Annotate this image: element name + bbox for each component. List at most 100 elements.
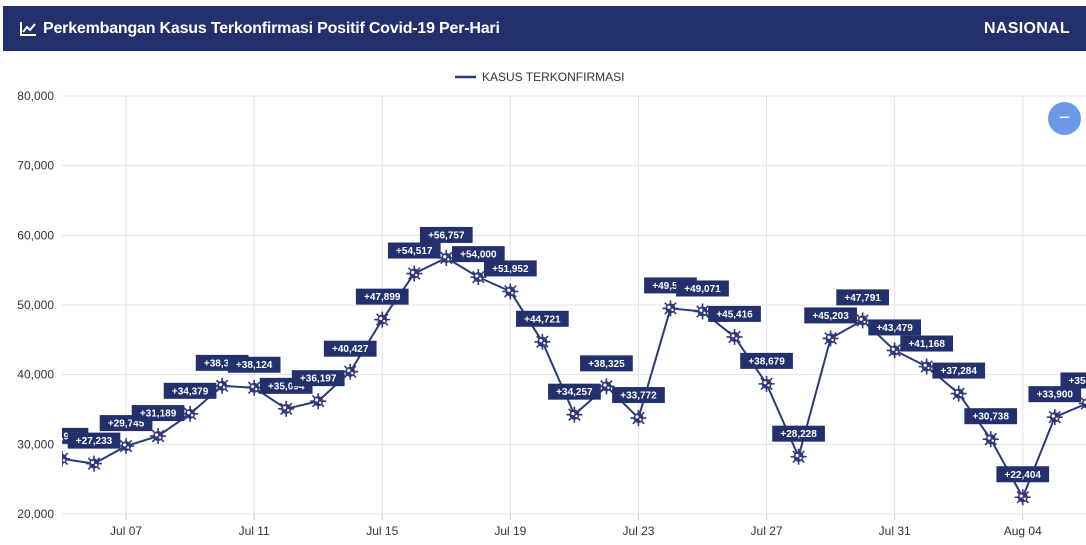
data-label-box	[708, 305, 761, 322]
x-tick-label: Jul 11	[239, 524, 270, 538]
data-label-box	[868, 319, 922, 336]
data-label-text: +38,679	[748, 356, 785, 367]
y-tick-label: 40,000	[17, 368, 54, 382]
virus-icon[interactable]	[85, 454, 103, 473]
data-label-text: +29,745	[108, 419, 145, 430]
virus-icon[interactable]	[1013, 488, 1032, 507]
data-label-text: +45,203	[812, 311, 849, 322]
virus-icon[interactable]	[725, 328, 744, 346]
data-label-text: +43,479	[876, 323, 913, 334]
virus-icon[interactable]	[917, 357, 936, 376]
data-label: +56,757	[419, 226, 473, 243]
data-label-box	[580, 355, 633, 372]
data-label-text: +49,509	[652, 281, 689, 292]
virus-icon[interactable]	[853, 311, 872, 330]
virus-icon[interactable]	[469, 268, 488, 286]
data-label: +47,899	[355, 288, 409, 305]
data-label-text: +49,071	[684, 284, 721, 295]
virus-icon[interactable]	[245, 378, 263, 397]
virus-icon[interactable]	[341, 362, 360, 381]
virus-icon[interactable]	[501, 282, 520, 301]
data-label: +38,124	[227, 356, 281, 373]
data-label-text: +30,738	[973, 412, 1010, 423]
data-label-text: +31,189	[140, 409, 177, 420]
data-label-text: +34,379	[172, 386, 209, 397]
x-tick-label: Jul 19	[494, 524, 526, 538]
y-tick-label: 30,000	[17, 437, 54, 451]
data-label-box	[323, 340, 377, 357]
legend-label[interactable]: KASUS TERKONFIRMASI	[482, 70, 624, 84]
data-label-text: +38,391	[204, 358, 241, 369]
data-label-text: +27,233	[76, 436, 113, 447]
line-chart-icon	[19, 21, 37, 37]
data-label-text: +38,325	[588, 359, 625, 370]
virus-icon[interactable]	[821, 329, 840, 348]
virus-icon[interactable]	[789, 447, 808, 466]
scope-label: NASIONAL	[984, 19, 1070, 37]
data-label-box	[1060, 372, 1086, 389]
virus-icon[interactable]	[117, 437, 135, 455]
data-label: +44,721	[516, 310, 569, 327]
virus-icon[interactable]	[405, 264, 424, 283]
data-label-box	[548, 383, 601, 400]
y-tick-label: 50,000	[17, 298, 54, 312]
virus-icon[interactable]	[981, 430, 1000, 448]
virus-icon[interactable]	[533, 332, 552, 351]
minus-icon: −	[1058, 107, 1071, 129]
data-label: +51,952	[484, 260, 537, 277]
data-label-text: +41,168	[908, 339, 945, 350]
virus-icon[interactable]	[693, 302, 712, 321]
data-label: +36,197	[291, 370, 345, 387]
data-label: +41,168	[900, 335, 954, 352]
virus-icon[interactable]	[213, 377, 231, 395]
data-label-box	[516, 310, 569, 327]
zoom-reset-button[interactable]: −	[1048, 102, 1081, 135]
virus-icon[interactable]	[885, 341, 904, 360]
x-tick-label: Jul 31	[879, 524, 911, 538]
virus-icon[interactable]	[757, 375, 776, 393]
data-label-box	[131, 405, 185, 422]
y-tick-label: 60,000	[17, 228, 54, 242]
data-label: +40,427	[323, 340, 377, 357]
data-label: +47,791	[836, 289, 889, 306]
y-tick-label: 80,000	[17, 89, 54, 103]
virus-icon[interactable]	[373, 310, 392, 329]
data-label-text: +47,899	[364, 292, 401, 303]
virus-icon[interactable]	[661, 299, 680, 318]
data-label: +45,416	[708, 305, 761, 322]
data-label-text: +51,952	[492, 264, 529, 275]
virus-icon[interactable]	[437, 249, 456, 267]
data-label-box	[227, 356, 281, 373]
virus-icon[interactable]	[565, 405, 584, 424]
data-label-box	[163, 382, 217, 399]
data-label: +43,479	[868, 319, 922, 336]
data-label: +35,867	[1060, 372, 1086, 389]
data-label: +54,000	[451, 246, 505, 263]
data-label: +38,325	[580, 355, 633, 372]
virus-icon[interactable]	[54, 450, 71, 468]
data-label: +33,772	[612, 387, 665, 404]
virus-icon[interactable]	[629, 409, 648, 427]
virus-icon[interactable]	[597, 377, 616, 396]
virus-icon[interactable]	[149, 427, 167, 445]
x-tick-label: Jul 23	[622, 524, 654, 538]
data-label-box	[419, 226, 473, 243]
data-label-box	[772, 425, 825, 442]
virus-icon[interactable]	[277, 400, 295, 418]
x-tick-label: Jul 15	[366, 524, 398, 538]
data-label-text: +56,757	[428, 230, 465, 241]
data-label-text: +33,900	[1037, 390, 1074, 401]
virus-icon[interactable]	[309, 392, 328, 410]
virus-icon[interactable]	[1045, 408, 1064, 426]
cases-line-chart: 20,000 30,000 40,000 50,000 60,000 70,000 80,0…	[17, 70, 1086, 538]
virus-icon[interactable]	[181, 405, 199, 423]
data-label-text: +38,124	[236, 360, 273, 371]
data-label-box	[387, 242, 441, 259]
x-tick-label: Aug 04	[1004, 524, 1042, 538]
data-label-text: +22,404	[1005, 470, 1042, 481]
chart-title: Perkembangan Kasus Terkonfirmasi Positif…	[43, 19, 500, 37]
data-label: +27,233	[67, 432, 121, 449]
data-label: +34,379	[163, 382, 217, 399]
virus-icon[interactable]	[949, 384, 968, 403]
x-tick-label: Jul 27	[751, 524, 783, 538]
